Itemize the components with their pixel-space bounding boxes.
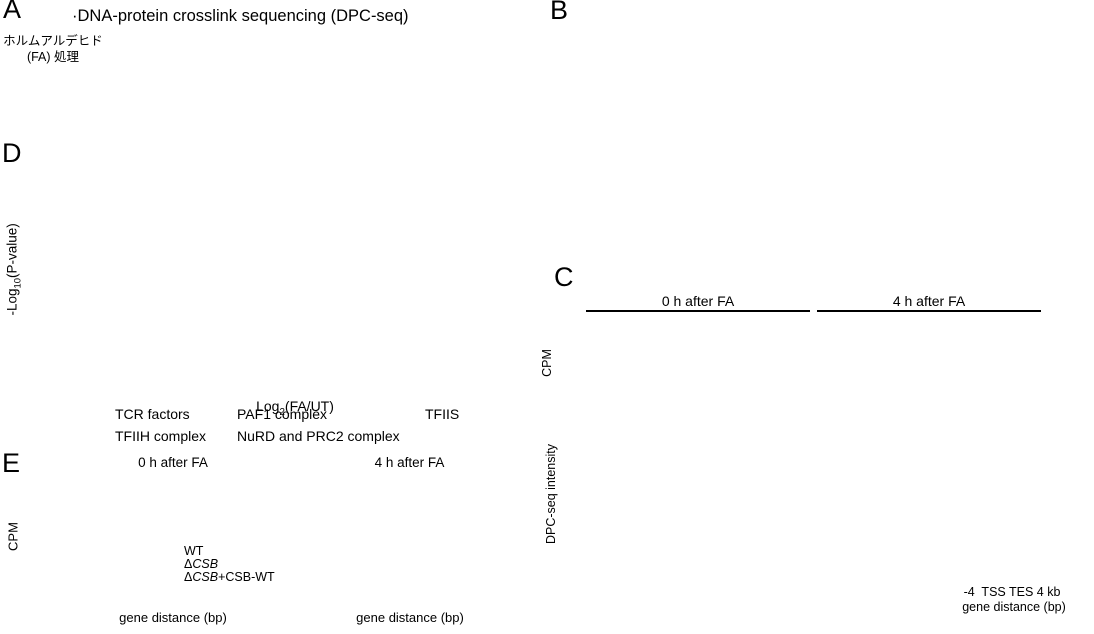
- legend-tfiis: TFIIS: [406, 406, 459, 422]
- e-title-0h: 0 h after FA: [138, 455, 208, 470]
- legend-nurd-prc2-complex: NuRD and PRC2 complex: [218, 428, 400, 444]
- legend-tfiih-complex: TFIIH complex: [96, 428, 206, 444]
- e-legend-dcsb-rescue: ΔCSB+CSB-WT: [165, 570, 275, 584]
- xlabel-part: (FA/UT): [284, 398, 334, 414]
- e-legend-wt: WT: [165, 544, 203, 558]
- legend-dot: [96, 430, 109, 443]
- panel-b-label: B: [550, 0, 569, 25]
- ylabel-part: -Log: [4, 288, 20, 316]
- legend-paf1-complex: PAF1 complex: [218, 406, 327, 422]
- panel-d-label: D: [2, 138, 22, 168]
- xlabel-sub: 2: [279, 406, 285, 418]
- e-xlabel-left: gene distance (bp): [119, 610, 227, 625]
- e-title-4h: 4 h after FA: [374, 455, 445, 470]
- legend-gene: CSB: [192, 557, 219, 571]
- volcano-ylabel: -Log10(P-value): [5, 194, 24, 344]
- panel-c-label: C: [554, 262, 574, 292]
- legend-dot: [406, 408, 419, 421]
- heatmap-axis-label: DPC-seq intensity: [544, 443, 558, 545]
- legend-text: Δ: [184, 570, 193, 584]
- legend-label: PAF1 complex: [237, 406, 327, 422]
- legend-label: NuRD and PRC2 complex: [237, 428, 400, 444]
- legend-label: TFIIS: [425, 406, 460, 422]
- panel-a-label: A: [3, 0, 22, 24]
- line-swatch: [165, 549, 180, 553]
- group-underline: [586, 310, 810, 312]
- e-legend-dcsb: ΔCSB: [165, 557, 218, 571]
- legend-label: TCR factors: [115, 406, 190, 422]
- legend-label: TFIIH complex: [115, 428, 207, 444]
- legend-dot: [218, 408, 231, 421]
- genome-browser-tracks: [540, 0, 1094, 265]
- legend-dot: [96, 408, 109, 421]
- legend-text: WT: [184, 544, 204, 558]
- legend-dot: [218, 430, 231, 443]
- line-swatch: [165, 575, 180, 579]
- panel-e-label: E: [2, 448, 21, 478]
- panel-a-title: ·DNA-protein crosslink sequencing (DPC-s…: [72, 7, 409, 25]
- group-header-0h: 0 h after FA: [661, 293, 735, 309]
- volcano-xlabel: Log2(FA/UT): [175, 398, 415, 418]
- ylabel-part: (P-value): [4, 223, 20, 278]
- heatmap-xticks-caption: -4 TSS TES 4 kb: [963, 585, 1061, 599]
- legend-gene: CSB: [192, 570, 219, 584]
- group-underline: [817, 310, 1041, 312]
- workflow-step-caption: ホルムアルデヒド (FA) 処理: [3, 34, 103, 64]
- group-header-4h: 4 h after FA: [892, 293, 966, 309]
- legend-text: +CSB-WT: [218, 570, 275, 584]
- legend-text: Δ: [184, 557, 193, 571]
- e-xlabel-right: gene distance (bp): [356, 610, 464, 625]
- xlabel-part: Log: [256, 398, 280, 414]
- metaprofile-plots: [0, 450, 540, 634]
- ylabel-sub: 10: [12, 277, 24, 289]
- line-swatch: [165, 562, 180, 566]
- legend-tcr-factors: TCR factors: [96, 406, 190, 422]
- heatmap-xaxis-label: gene distance (bp): [962, 600, 1066, 614]
